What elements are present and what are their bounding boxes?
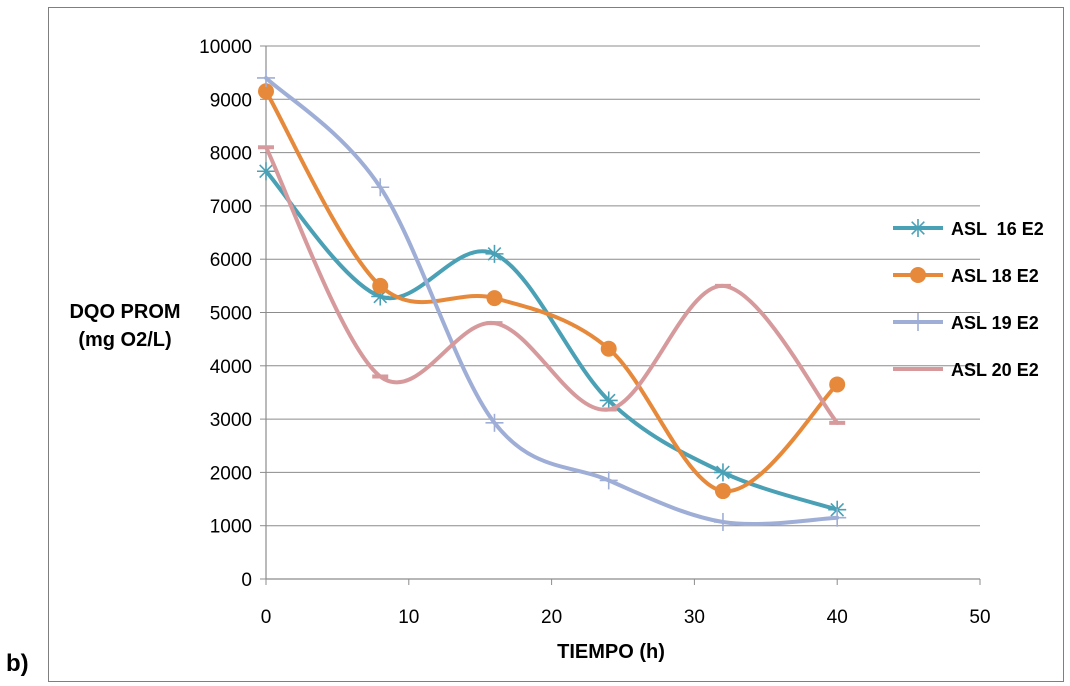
data-point xyxy=(713,463,732,482)
data-point xyxy=(485,413,504,432)
x-tick-label: 40 xyxy=(827,607,848,628)
legend-label: ASL 19 E2 xyxy=(951,313,1039,333)
y-tick-label: 4000 xyxy=(210,357,252,378)
data-point xyxy=(257,68,275,87)
legend: ASL 16 E2 ASL 18 E2 ASL 19 E2 ASL 20 E2 xyxy=(893,219,1044,380)
data-point xyxy=(372,277,389,294)
series-1 xyxy=(257,162,847,519)
y-tick-label: 0 xyxy=(241,570,252,591)
data-point xyxy=(713,512,732,531)
chart-frame xyxy=(48,7,1064,682)
legend-item: ASL 18 E2 xyxy=(893,266,1039,286)
data-point xyxy=(599,391,618,410)
y-axis-title-line2: (mg O2/L) xyxy=(78,329,171,351)
data-point xyxy=(600,340,617,357)
grid-lines xyxy=(266,45,980,527)
y-tick-label: 1000 xyxy=(210,517,252,538)
y-tick-label: 6000 xyxy=(210,250,252,271)
legend-label: ASL 20 E2 xyxy=(951,360,1039,380)
legend-marker xyxy=(909,219,927,237)
series-lines xyxy=(257,68,847,531)
y-tick-labels: 0 1000 2000 3000 4000 5000 6000 7000 8000 9000 100… xyxy=(199,37,252,591)
legend-item: ASL 20 E2 xyxy=(893,360,1039,380)
data-point xyxy=(599,471,618,490)
legend-marker xyxy=(910,267,926,283)
series-line xyxy=(264,89,840,494)
series-3 xyxy=(257,68,847,531)
y-tick-label: 2000 xyxy=(210,463,252,484)
legend-marker xyxy=(909,313,927,331)
x-tick-label: 0 xyxy=(261,607,272,628)
y-tick-label: 10000 xyxy=(199,37,252,58)
series-4 xyxy=(258,145,846,425)
panel-label: b) xyxy=(6,650,29,677)
data-point xyxy=(371,178,390,197)
data-point xyxy=(829,376,846,393)
x-axis-title: TIEMPO (h) xyxy=(557,641,665,663)
data-point xyxy=(485,244,504,263)
series-line xyxy=(264,145,840,425)
legend-item: ASL 19 E2 xyxy=(893,313,1039,333)
legend-item: ASL 16 E2 xyxy=(893,219,1044,239)
data-point xyxy=(828,508,847,527)
data-point xyxy=(258,83,274,100)
x-tick-label: 10 xyxy=(398,607,419,628)
y-axis-title-line1: DQO PROM xyxy=(69,301,180,323)
axes xyxy=(260,45,981,585)
series-2 xyxy=(258,83,846,500)
y-tick-label: 7000 xyxy=(210,197,252,218)
y-tick-label: 9000 xyxy=(210,90,252,111)
data-point xyxy=(257,162,275,181)
y-tick-label: 8000 xyxy=(210,144,252,165)
x-tick-label: 50 xyxy=(969,607,990,628)
y-tick-label: 3000 xyxy=(210,410,252,431)
legend-label: ASL 18 E2 xyxy=(951,266,1039,286)
x-tick-label: 20 xyxy=(541,607,562,628)
x-tick-labels: 0 10 20 30 40 50 xyxy=(261,607,991,628)
data-point xyxy=(714,483,731,500)
y-tick-label: 5000 xyxy=(210,304,252,325)
x-tick-label: 30 xyxy=(684,607,705,628)
legend-label: ASL 16 E2 xyxy=(951,219,1044,239)
data-point xyxy=(486,290,503,307)
